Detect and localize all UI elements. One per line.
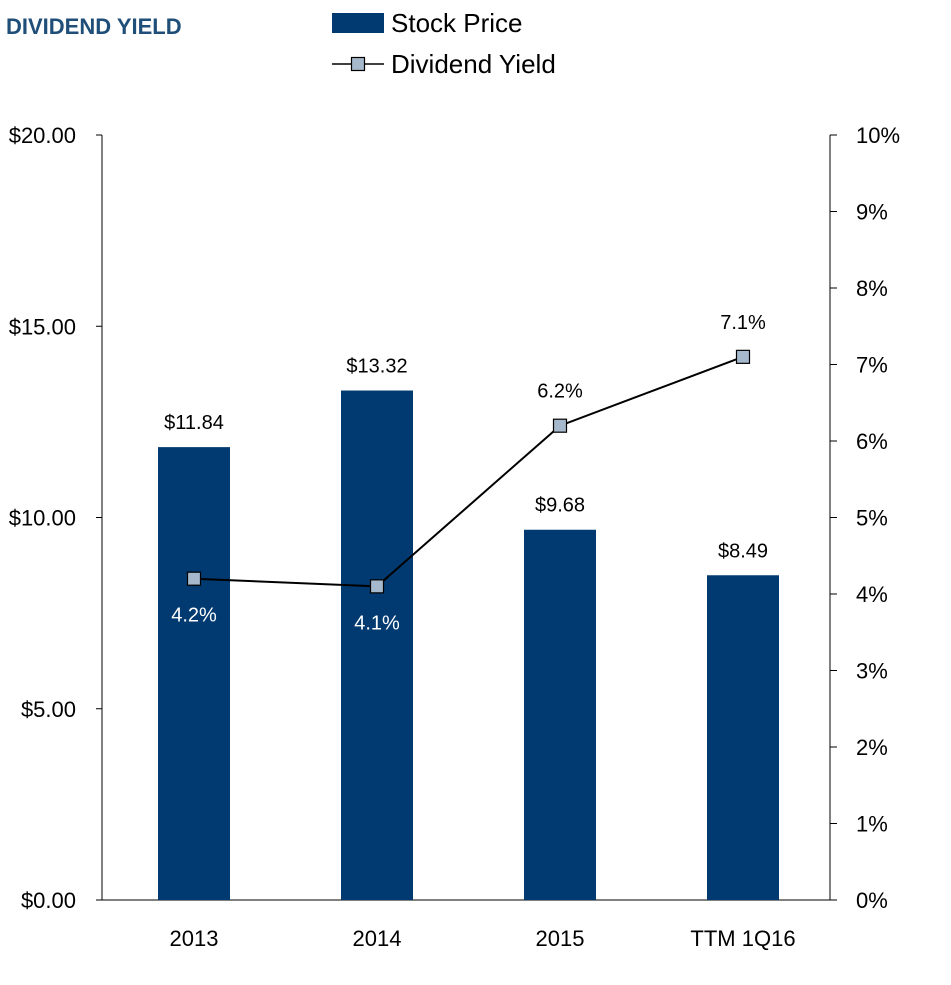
dividend-yield-marker: [552, 418, 568, 433]
legend-swatch-stock-price: [332, 13, 384, 33]
right-tick-label: 2%: [856, 735, 888, 760]
stock-price-label: $11.84: [164, 412, 224, 434]
right-tick-label: 9%: [856, 200, 888, 225]
right-tick-label: 1%: [856, 812, 888, 837]
stock-price-label: $9.68: [535, 495, 585, 517]
right-tick-label: 0%: [856, 888, 888, 913]
axes: $0.00 $5.00 $10.00 $15.00 $20.00 0% 1% 2% 3% 4% 5%…: [9, 123, 900, 951]
left-tick-label: $15.00: [9, 314, 76, 339]
left-tick-label: $10.00: [9, 506, 76, 531]
bars: [158, 390, 779, 900]
dividend-yield-label: 4.2%: [171, 605, 217, 627]
right-tick-label: 8%: [856, 276, 888, 301]
page-title: DIVIDEND YIELD: [6, 14, 182, 39]
stock-price-label: $13.32: [346, 356, 407, 378]
x-tick-label: 2015: [536, 926, 585, 951]
dividend-yield-marker: [186, 571, 202, 586]
legend-label-stock-price: Stock Price: [391, 8, 523, 38]
dividend-yield-marker: [369, 579, 385, 594]
left-tick-label: $5.00: [21, 697, 76, 722]
legend-marker-dividend-yield: [350, 56, 366, 72]
stock-price-bar: [524, 529, 596, 900]
x-tick-label: 2013: [170, 926, 219, 951]
right-tick-label: 3%: [856, 659, 888, 684]
right-tick-label: 10%: [856, 123, 900, 148]
right-tick-label: 4%: [856, 582, 888, 607]
legend: Stock Price Dividend Yield: [332, 8, 556, 79]
stock-price-bar: [158, 447, 230, 900]
right-tick-label: 5%: [856, 506, 888, 531]
stock-price-bar: [341, 390, 413, 900]
legend-label-dividend-yield: Dividend Yield: [391, 49, 556, 79]
data-labels: $11.84 $13.32 $9.68 $8.49 4.2% 4.1% 6.2% 7.1%: [164, 312, 768, 634]
right-tick-label: 7%: [856, 353, 888, 378]
x-tick-label: TTM 1Q16: [690, 926, 795, 951]
dividend-yield-label: 4.1%: [354, 612, 400, 634]
dividend-yield-label: 6.2%: [537, 381, 583, 403]
stock-price-label: $8.49: [718, 540, 768, 562]
dividend-yield-marker: [735, 349, 751, 364]
yield-line: [186, 349, 751, 594]
right-tick-label: 6%: [856, 429, 888, 454]
dividend-yield-label: 7.1%: [720, 312, 766, 334]
left-tick-label: $0.00: [21, 888, 76, 913]
left-tick-label: $20.00: [9, 123, 76, 148]
dividend-yield-line: [193, 355, 744, 588]
stock-price-bar: [707, 575, 779, 900]
x-tick-label: 2014: [353, 926, 402, 951]
